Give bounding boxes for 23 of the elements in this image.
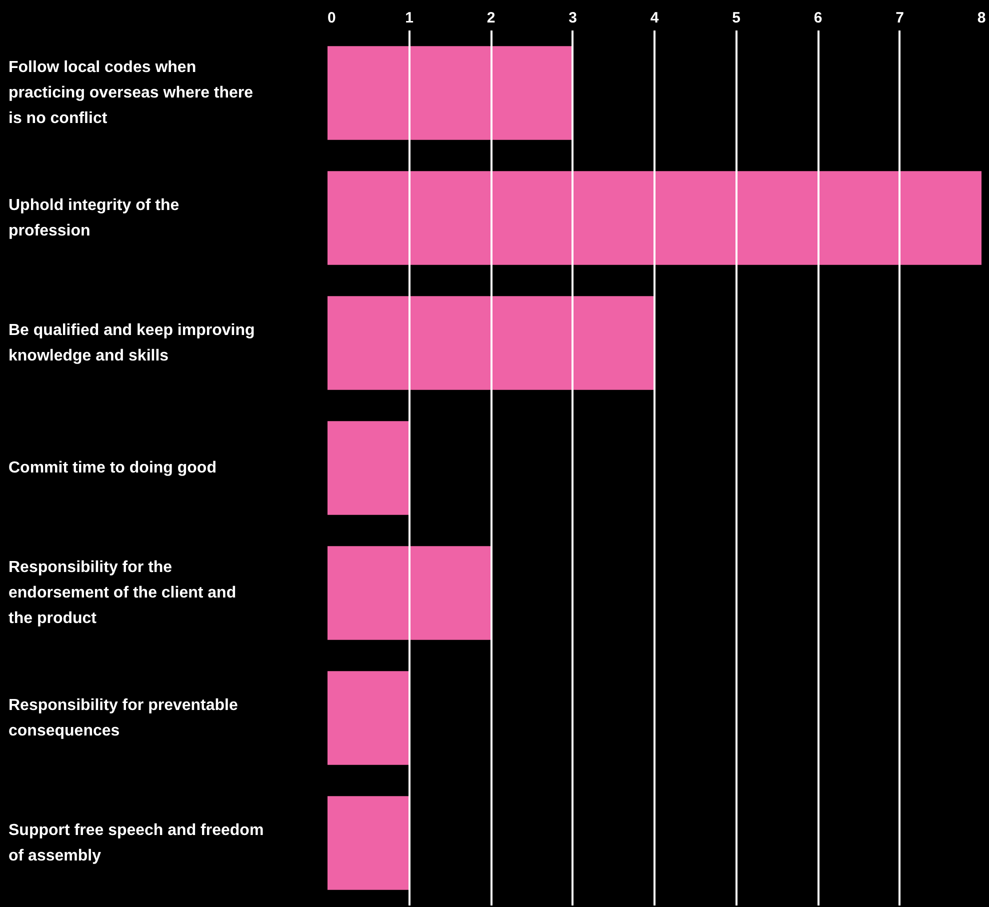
bar [328, 421, 410, 515]
y-tick-label: Responsibility for preventable consequences [8, 696, 238, 740]
y-tick-label: Uphold integrity of the profession [8, 196, 180, 240]
x-tick-label: 4 [650, 10, 660, 26]
y-tick-label: Responsibility for the endorsement of the client and the product [8, 559, 236, 627]
x-tick-label: 5 [732, 10, 740, 26]
x-tick-label: 1 [405, 10, 414, 26]
x-tick-label: 8 [977, 10, 986, 26]
bar [328, 546, 491, 640]
x-tick-label: 3 [568, 10, 577, 26]
y-tick-label: Support free speech and freedom of assembly [8, 822, 264, 864]
y-tick-label: Be qualified and keep improving knowledge and skills [8, 322, 255, 364]
bar [328, 796, 410, 890]
bar [328, 46, 573, 140]
y-tick-label: Commit time to doing good [8, 460, 216, 476]
x-tick-label: 6 [814, 10, 822, 26]
x-tick-label: 0 [328, 10, 336, 26]
x-tick-label: 2 [486, 10, 496, 26]
bar [328, 296, 654, 390]
bar [328, 171, 982, 265]
y-tick-label: Follow local codes when practicing overseas where there is no conflict [8, 59, 254, 127]
bar [328, 671, 410, 765]
x-tick-label: 7 [896, 10, 904, 26]
